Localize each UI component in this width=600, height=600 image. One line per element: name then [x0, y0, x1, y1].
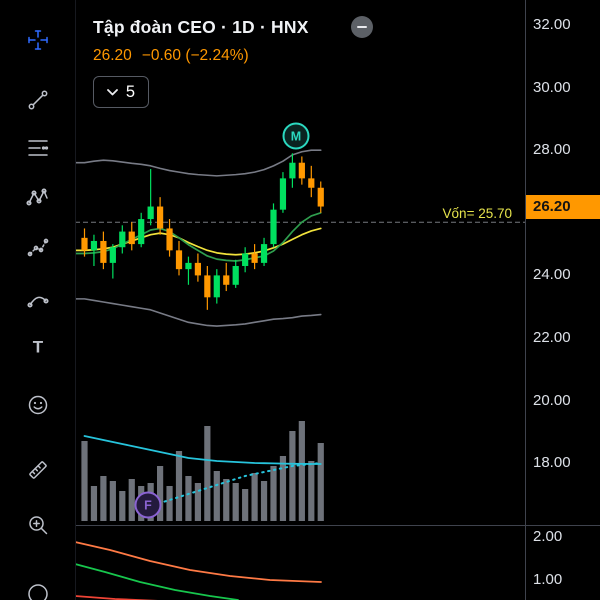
last-price: 26.20: [93, 47, 132, 64]
crosshair-icon[interactable]: [20, 22, 56, 58]
axis-label: 2.00: [533, 528, 563, 545]
fib-retracement-icon[interactable]: [20, 130, 56, 166]
drawing-toolbar: T: [0, 0, 76, 600]
axis-label: 1.00: [533, 571, 563, 588]
price-axis[interactable]: 32.00 30.00 28.00 24.00 22.00 20.00 18.00 2.00 1…: [526, 0, 600, 600]
text-tool-icon[interactable]: T: [20, 329, 56, 365]
axis-label: 18.00: [533, 454, 571, 472]
trend-line-icon[interactable]: [20, 82, 56, 118]
axis-label: 32.00: [533, 16, 571, 33]
price-change: −0.60 (−2.24%): [141, 47, 249, 64]
axis-label: 30.00: [533, 78, 571, 96]
interval-dropdown[interactable]: 5: [93, 76, 149, 108]
partial-tool-icon[interactable]: [20, 572, 56, 600]
forecast-icon[interactable]: [20, 229, 56, 265]
mark-badge-m[interactable]: M: [282, 122, 310, 150]
axis-label: 24.00: [533, 266, 571, 284]
ruler-icon[interactable]: [20, 452, 56, 488]
axis-label: 20.00: [533, 391, 571, 409]
svg-text:F: F: [144, 499, 152, 513]
emoji-tool-icon[interactable]: [20, 387, 56, 423]
svg-text:T: T: [32, 338, 43, 357]
von-price-label: Vốn= 25.70: [442, 206, 512, 221]
price-row: 26.20 −0.60 (−2.24%): [93, 47, 373, 65]
axis-label: 22.00: [533, 329, 571, 346]
interval-value: 5: [125, 82, 136, 101]
mark-badge-f[interactable]: F: [134, 491, 162, 519]
collapse-button[interactable]: [350, 16, 373, 38]
chart-header: Tập đoàn CEO · 1D · HNX 26.20 −0.60 (−2.…: [93, 16, 373, 108]
curve-tool-icon[interactable]: [20, 282, 56, 318]
xabcd-pattern-icon[interactable]: [20, 180, 56, 216]
chevron-down-icon: [107, 88, 118, 95]
symbol-title[interactable]: Tập đoàn CEO · 1D · HNX: [93, 16, 309, 37]
svg-text:M: M: [291, 130, 301, 144]
axis-label: 28.00: [533, 141, 571, 159]
minus-icon: [356, 26, 367, 28]
last-price-label: 26.20: [526, 194, 600, 219]
zoom-in-icon[interactable]: [20, 507, 56, 543]
